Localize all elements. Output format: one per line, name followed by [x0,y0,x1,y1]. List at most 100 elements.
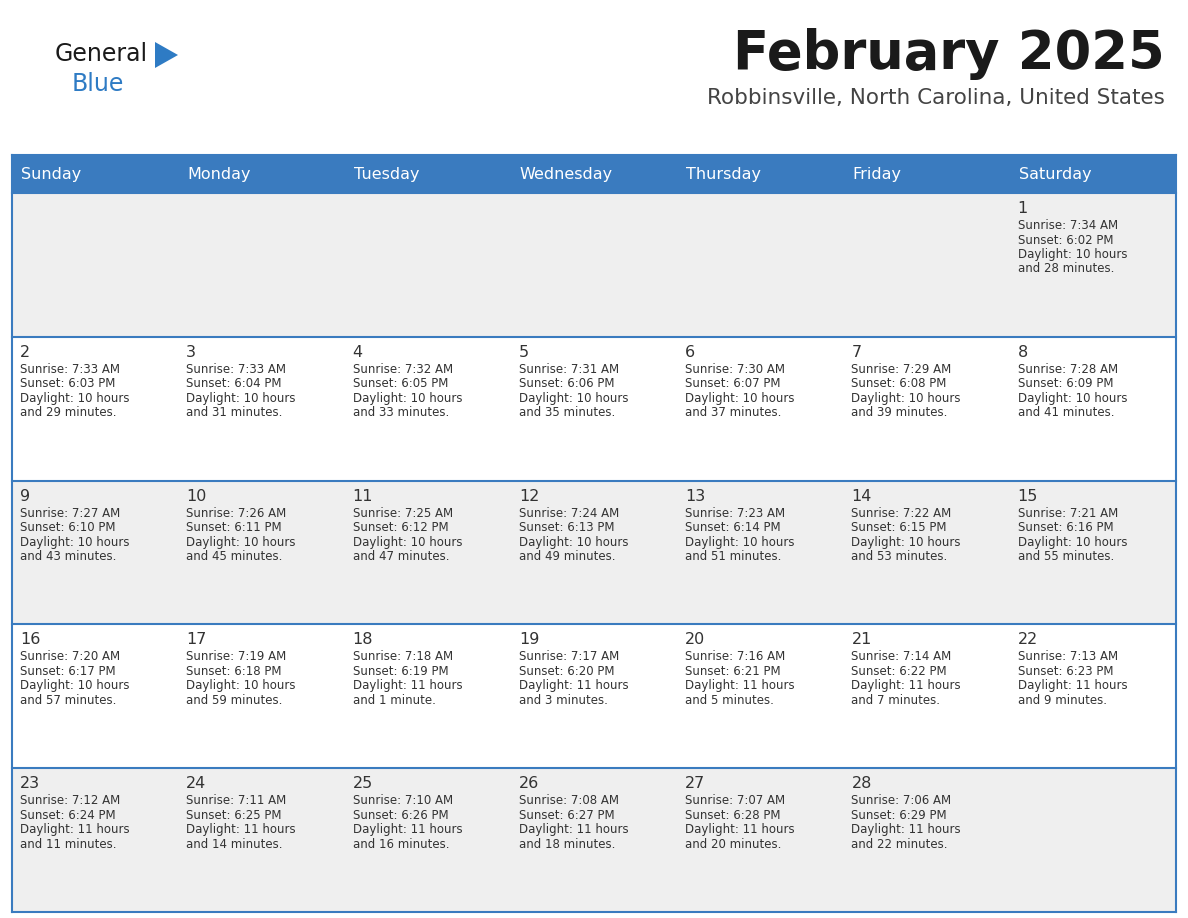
Bar [1010,624,1176,768]
Text: Daylight: 11 hours: Daylight: 11 hours [519,679,628,692]
Text: Daylight: 10 hours: Daylight: 10 hours [519,535,628,549]
Text: Daylight: 10 hours: Daylight: 10 hours [1018,392,1127,405]
Text: and 18 minutes.: and 18 minutes. [519,838,615,851]
Text: Daylight: 10 hours: Daylight: 10 hours [1018,248,1127,261]
Text: Daylight: 10 hours: Daylight: 10 hours [852,535,961,549]
Text: Daylight: 10 hours: Daylight: 10 hours [187,535,296,549]
Text: 28: 28 [852,777,872,791]
Text: Sunrise: 7:11 AM: Sunrise: 7:11 AM [187,794,286,807]
Text: Sunrise: 7:17 AM: Sunrise: 7:17 AM [519,650,619,664]
Polygon shape [154,42,178,68]
Text: 19: 19 [519,633,539,647]
Text: Daylight: 10 hours: Daylight: 10 hours [1018,535,1127,549]
Text: and 55 minutes.: and 55 minutes. [1018,550,1114,563]
Text: and 37 minutes.: and 37 minutes. [685,407,782,420]
Bar [677,624,843,768]
Bar [1010,193,1176,337]
Bar [677,337,843,481]
Text: Sunset: 6:03 PM: Sunset: 6:03 PM [20,377,115,390]
Text: 13: 13 [685,488,706,504]
Text: Sunset: 6:13 PM: Sunset: 6:13 PM [519,521,614,534]
Bar [1010,768,1176,912]
Text: 14: 14 [852,488,872,504]
Text: Sunset: 6:05 PM: Sunset: 6:05 PM [353,377,448,390]
Bar [511,337,677,481]
Text: Sunset: 6:22 PM: Sunset: 6:22 PM [852,665,947,677]
Text: Daylight: 10 hours: Daylight: 10 hours [852,392,961,405]
Text: Sunset: 6:14 PM: Sunset: 6:14 PM [685,521,781,534]
Text: Daylight: 10 hours: Daylight: 10 hours [519,392,628,405]
Bar [12,481,178,624]
Bar [843,481,1010,624]
Bar [12,193,178,337]
Text: Sunset: 6:02 PM: Sunset: 6:02 PM [1018,233,1113,247]
Text: 16: 16 [20,633,40,647]
Text: and 16 minutes.: and 16 minutes. [353,838,449,851]
Bar [178,768,345,912]
Text: 15: 15 [1018,488,1038,504]
Text: Sunset: 6:17 PM: Sunset: 6:17 PM [20,665,115,677]
Text: and 35 minutes.: and 35 minutes. [519,407,615,420]
Text: 24: 24 [187,777,207,791]
Text: Tuesday: Tuesday [354,166,419,182]
Text: Sunset: 6:15 PM: Sunset: 6:15 PM [852,521,947,534]
Text: Sunset: 6:21 PM: Sunset: 6:21 PM [685,665,781,677]
Bar [843,624,1010,768]
Text: Sunset: 6:26 PM: Sunset: 6:26 PM [353,809,448,822]
Text: Daylight: 10 hours: Daylight: 10 hours [353,535,462,549]
Bar [677,193,843,337]
Bar [345,155,511,193]
Text: and 3 minutes.: and 3 minutes. [519,694,608,707]
Text: 7: 7 [852,345,861,360]
Text: Sunrise: 7:18 AM: Sunrise: 7:18 AM [353,650,453,664]
Text: Sunrise: 7:33 AM: Sunrise: 7:33 AM [20,363,120,375]
Text: Sunset: 6:28 PM: Sunset: 6:28 PM [685,809,781,822]
Text: and 1 minute.: and 1 minute. [353,694,436,707]
Bar [1010,155,1176,193]
Bar [178,337,345,481]
Text: 27: 27 [685,777,706,791]
Bar [178,193,345,337]
Text: Sunrise: 7:10 AM: Sunrise: 7:10 AM [353,794,453,807]
Text: Daylight: 11 hours: Daylight: 11 hours [1018,679,1127,692]
Text: 21: 21 [852,633,872,647]
Text: 17: 17 [187,633,207,647]
Text: 4: 4 [353,345,362,360]
Text: Daylight: 11 hours: Daylight: 11 hours [852,679,961,692]
Bar [843,193,1010,337]
Text: 6: 6 [685,345,695,360]
Text: Sunrise: 7:28 AM: Sunrise: 7:28 AM [1018,363,1118,375]
Text: Daylight: 11 hours: Daylight: 11 hours [20,823,129,836]
Bar [511,155,677,193]
Text: Sunrise: 7:16 AM: Sunrise: 7:16 AM [685,650,785,664]
Text: and 31 minutes.: and 31 minutes. [187,407,283,420]
Text: 22: 22 [1018,633,1038,647]
Bar [345,624,511,768]
Text: Sunset: 6:25 PM: Sunset: 6:25 PM [187,809,282,822]
Text: Daylight: 10 hours: Daylight: 10 hours [20,392,129,405]
Text: Sunset: 6:27 PM: Sunset: 6:27 PM [519,809,614,822]
Text: Sunset: 6:24 PM: Sunset: 6:24 PM [20,809,115,822]
Bar [677,481,843,624]
Text: Saturday: Saturday [1019,166,1092,182]
Text: Sunrise: 7:08 AM: Sunrise: 7:08 AM [519,794,619,807]
Bar [178,624,345,768]
Text: Sunrise: 7:30 AM: Sunrise: 7:30 AM [685,363,785,375]
Text: Sunrise: 7:29 AM: Sunrise: 7:29 AM [852,363,952,375]
Bar [1010,481,1176,624]
Bar [843,768,1010,912]
Text: 25: 25 [353,777,373,791]
Text: Daylight: 11 hours: Daylight: 11 hours [852,823,961,836]
Text: 1: 1 [1018,201,1028,216]
Text: Daylight: 11 hours: Daylight: 11 hours [685,679,795,692]
Text: 9: 9 [20,488,30,504]
Bar [345,193,511,337]
Bar [843,337,1010,481]
Text: and 57 minutes.: and 57 minutes. [20,694,116,707]
Text: 5: 5 [519,345,529,360]
Text: and 49 minutes.: and 49 minutes. [519,550,615,563]
Text: and 11 minutes.: and 11 minutes. [20,838,116,851]
Text: Sunset: 6:18 PM: Sunset: 6:18 PM [187,665,282,677]
Text: and 53 minutes.: and 53 minutes. [852,550,948,563]
Text: Thursday: Thursday [687,166,762,182]
